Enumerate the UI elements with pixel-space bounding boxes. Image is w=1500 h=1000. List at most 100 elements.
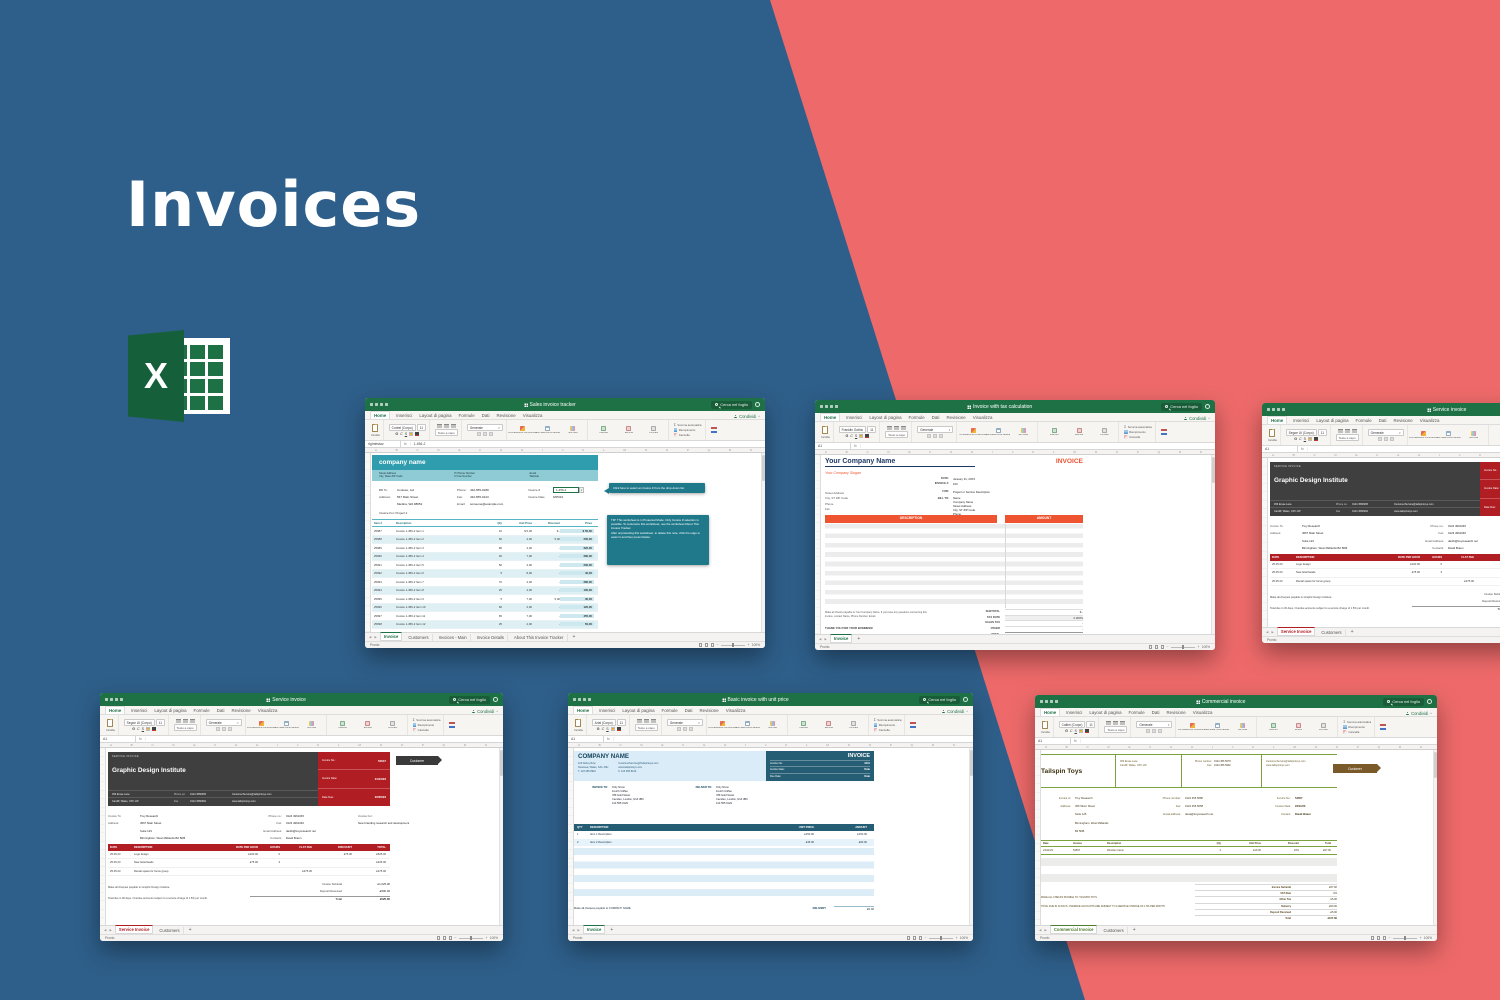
ribbon-tab-formule[interactable]: Formule	[193, 708, 210, 713]
excel-titlebar[interactable]: Service invoice Cerca nel foglio	[100, 693, 503, 706]
conditional-formatting-icon[interactable]	[970, 427, 976, 433]
zoom-out-icon[interactable]: −	[924, 936, 927, 940]
ribbon-tab-layout-di-pagina[interactable]: Layout di pagina	[1316, 418, 1349, 423]
name-box[interactable]: A1	[1262, 446, 1298, 452]
paste-icon[interactable]	[372, 423, 379, 432]
zoom-out-icon[interactable]: −	[454, 936, 457, 940]
number-format-select[interactable]: Generale ▾	[1367, 429, 1404, 437]
save-icon[interactable]	[1272, 408, 1275, 411]
underline-button[interactable]: S	[854, 434, 858, 439]
zoom-slider-knob[interactable]	[1181, 645, 1184, 649]
comma-format-icon[interactable]	[1389, 437, 1394, 441]
redo-icon[interactable]	[1055, 700, 1058, 703]
zoom-slider[interactable]	[1392, 936, 1417, 940]
underline-button[interactable]: S	[404, 432, 408, 437]
excel-titlebar[interactable]: Service invoice Cerca nel foglio	[1262, 403, 1500, 416]
row-headers[interactable]	[1262, 458, 1268, 627]
save-icon[interactable]	[110, 698, 113, 701]
align-center-icon[interactable]	[1344, 428, 1350, 433]
italic-button[interactable]: C	[601, 727, 605, 732]
align-left-icon[interactable]	[1106, 720, 1112, 725]
format-as-table-icon[interactable]	[1214, 722, 1220, 728]
row-headers[interactable]	[815, 455, 821, 634]
zoom-slider[interactable]	[1170, 645, 1195, 649]
fill-button[interactable]: Riempimento	[1343, 725, 1365, 729]
zoom-slider[interactable]	[928, 936, 953, 940]
excel-titlebar[interactable]: Sales invoice tracker Cerca nel foglio	[365, 398, 765, 411]
sheet-tab[interactable]: Customers	[156, 926, 184, 934]
format-as-table-icon[interactable]	[745, 720, 751, 726]
ribbon-tab-revisione[interactable]: Revisione	[496, 413, 516, 418]
add-sheet-button[interactable]: +	[1350, 629, 1354, 635]
format-as-table-icon[interactable]	[284, 720, 290, 726]
comma-format-icon[interactable]	[939, 434, 944, 438]
zoom-slider[interactable]	[458, 936, 483, 940]
bold-button[interactable]: G	[1294, 437, 1298, 442]
bold-button[interactable]: G	[395, 432, 399, 437]
align-right-icon[interactable]	[450, 423, 456, 428]
fill-color-icon[interactable]	[859, 434, 864, 439]
sheet-nav-next-icon[interactable]: ▶	[824, 637, 827, 641]
quick-access-toolbar[interactable]	[370, 403, 388, 406]
excel-window-sales-invoice-tracker[interactable]: Sales invoice tracker Cerca nel foglio H…	[365, 398, 765, 648]
font-size-select[interactable]: 11	[867, 425, 877, 434]
account-icon[interactable]	[1205, 404, 1210, 409]
column-headers[interactable]: A B C D E F G H I J K L M N O P Q R S T …	[365, 448, 765, 453]
fill-color-icon[interactable]	[610, 727, 615, 732]
view-page-break-icon[interactable]	[1382, 936, 1387, 940]
formula-bar[interactable]: A1 fx	[815, 443, 1215, 450]
redo-icon[interactable]	[588, 698, 591, 701]
quick-access-toolbar[interactable]	[820, 405, 838, 408]
undo-icon[interactable]	[583, 698, 586, 701]
clear-button[interactable]: Cancella	[1124, 435, 1140, 439]
italic-button[interactable]: C	[400, 432, 403, 437]
formula-bar[interactable]: A1 fx	[1035, 738, 1437, 745]
ribbon-tab-home[interactable]: Home	[820, 413, 841, 421]
format-as-table-icon[interactable]	[995, 427, 1001, 433]
view-page-layout-icon[interactable]	[1376, 936, 1381, 940]
number-format-select[interactable]: Generale ▾	[917, 426, 954, 434]
sheet-tab[interactable]: Customers	[405, 633, 433, 641]
share-button[interactable]: Condividi ^	[733, 414, 760, 419]
percent-format-icon[interactable]	[933, 434, 938, 438]
currency-format-icon[interactable]	[476, 432, 481, 436]
view-normal-icon[interactable]	[1370, 936, 1375, 940]
clear-button[interactable]: Cancella	[412, 728, 429, 732]
conditional-formatting-icon[interactable]	[720, 720, 726, 726]
ribbon-tab-home[interactable]: Home	[1040, 708, 1061, 716]
ribbon-tab-revisione[interactable]: Revisione	[1393, 418, 1413, 423]
number-format-select[interactable]: Generale ▾	[466, 424, 503, 432]
formula-input[interactable]: 1-456-2	[413, 442, 426, 446]
search-box[interactable]: Cerca nel foglio	[1383, 697, 1424, 706]
add-sheet-button[interactable]: +	[857, 636, 861, 642]
add-sheet-button[interactable]: +	[188, 927, 192, 933]
vertical-scrollbar[interactable]	[969, 748, 973, 925]
delete-cells-icon[interactable]	[1295, 722, 1301, 728]
account-icon[interactable]	[963, 697, 968, 702]
view-page-layout-icon[interactable]	[912, 936, 917, 940]
vertical-scrollbar[interactable]	[1433, 750, 1437, 925]
font-size-select[interactable]: 11	[155, 718, 165, 727]
font-name-select[interactable]: Segoe UI (Corpo)	[1285, 428, 1317, 437]
save-icon[interactable]	[375, 403, 378, 406]
search-box[interactable]: Cerca nel foglio	[1161, 402, 1202, 411]
name-box[interactable]: A1	[568, 736, 604, 742]
ribbon-tab-layout-di-pagina[interactable]: Layout di pagina	[154, 708, 187, 713]
comma-format-icon[interactable]	[688, 727, 693, 731]
italic-button[interactable]: C	[1069, 729, 1073, 734]
wrap-text-button[interactable]: Testo a capo	[434, 428, 458, 437]
insert-cells-icon[interactable]	[801, 720, 807, 726]
ribbon-tab-layout-di-pagina[interactable]: Layout di pagina	[419, 413, 452, 418]
quick-access-toolbar[interactable]	[105, 698, 123, 701]
zoom-slider-knob[interactable]	[939, 936, 942, 940]
align-left-icon[interactable]	[1337, 428, 1343, 433]
collapse-ribbon-icon[interactable]: ^	[758, 414, 760, 419]
underline-button[interactable]: S	[1303, 437, 1307, 442]
sort-filter-icon[interactable]	[1160, 429, 1167, 435]
ribbon-tab-formule[interactable]: Formule	[458, 413, 475, 418]
invoice-dropdown-icon[interactable]: ▾	[579, 486, 584, 493]
ribbon-tab-revisione[interactable]: Revisione	[699, 708, 719, 713]
fill-color-icon[interactable]	[409, 432, 414, 437]
formula-bar[interactable]: rigIntestaz fx 1-456-2	[365, 441, 765, 448]
excel-window-basic-invoice[interactable]: Basic invoice with unit price Cerca nel …	[568, 693, 973, 941]
